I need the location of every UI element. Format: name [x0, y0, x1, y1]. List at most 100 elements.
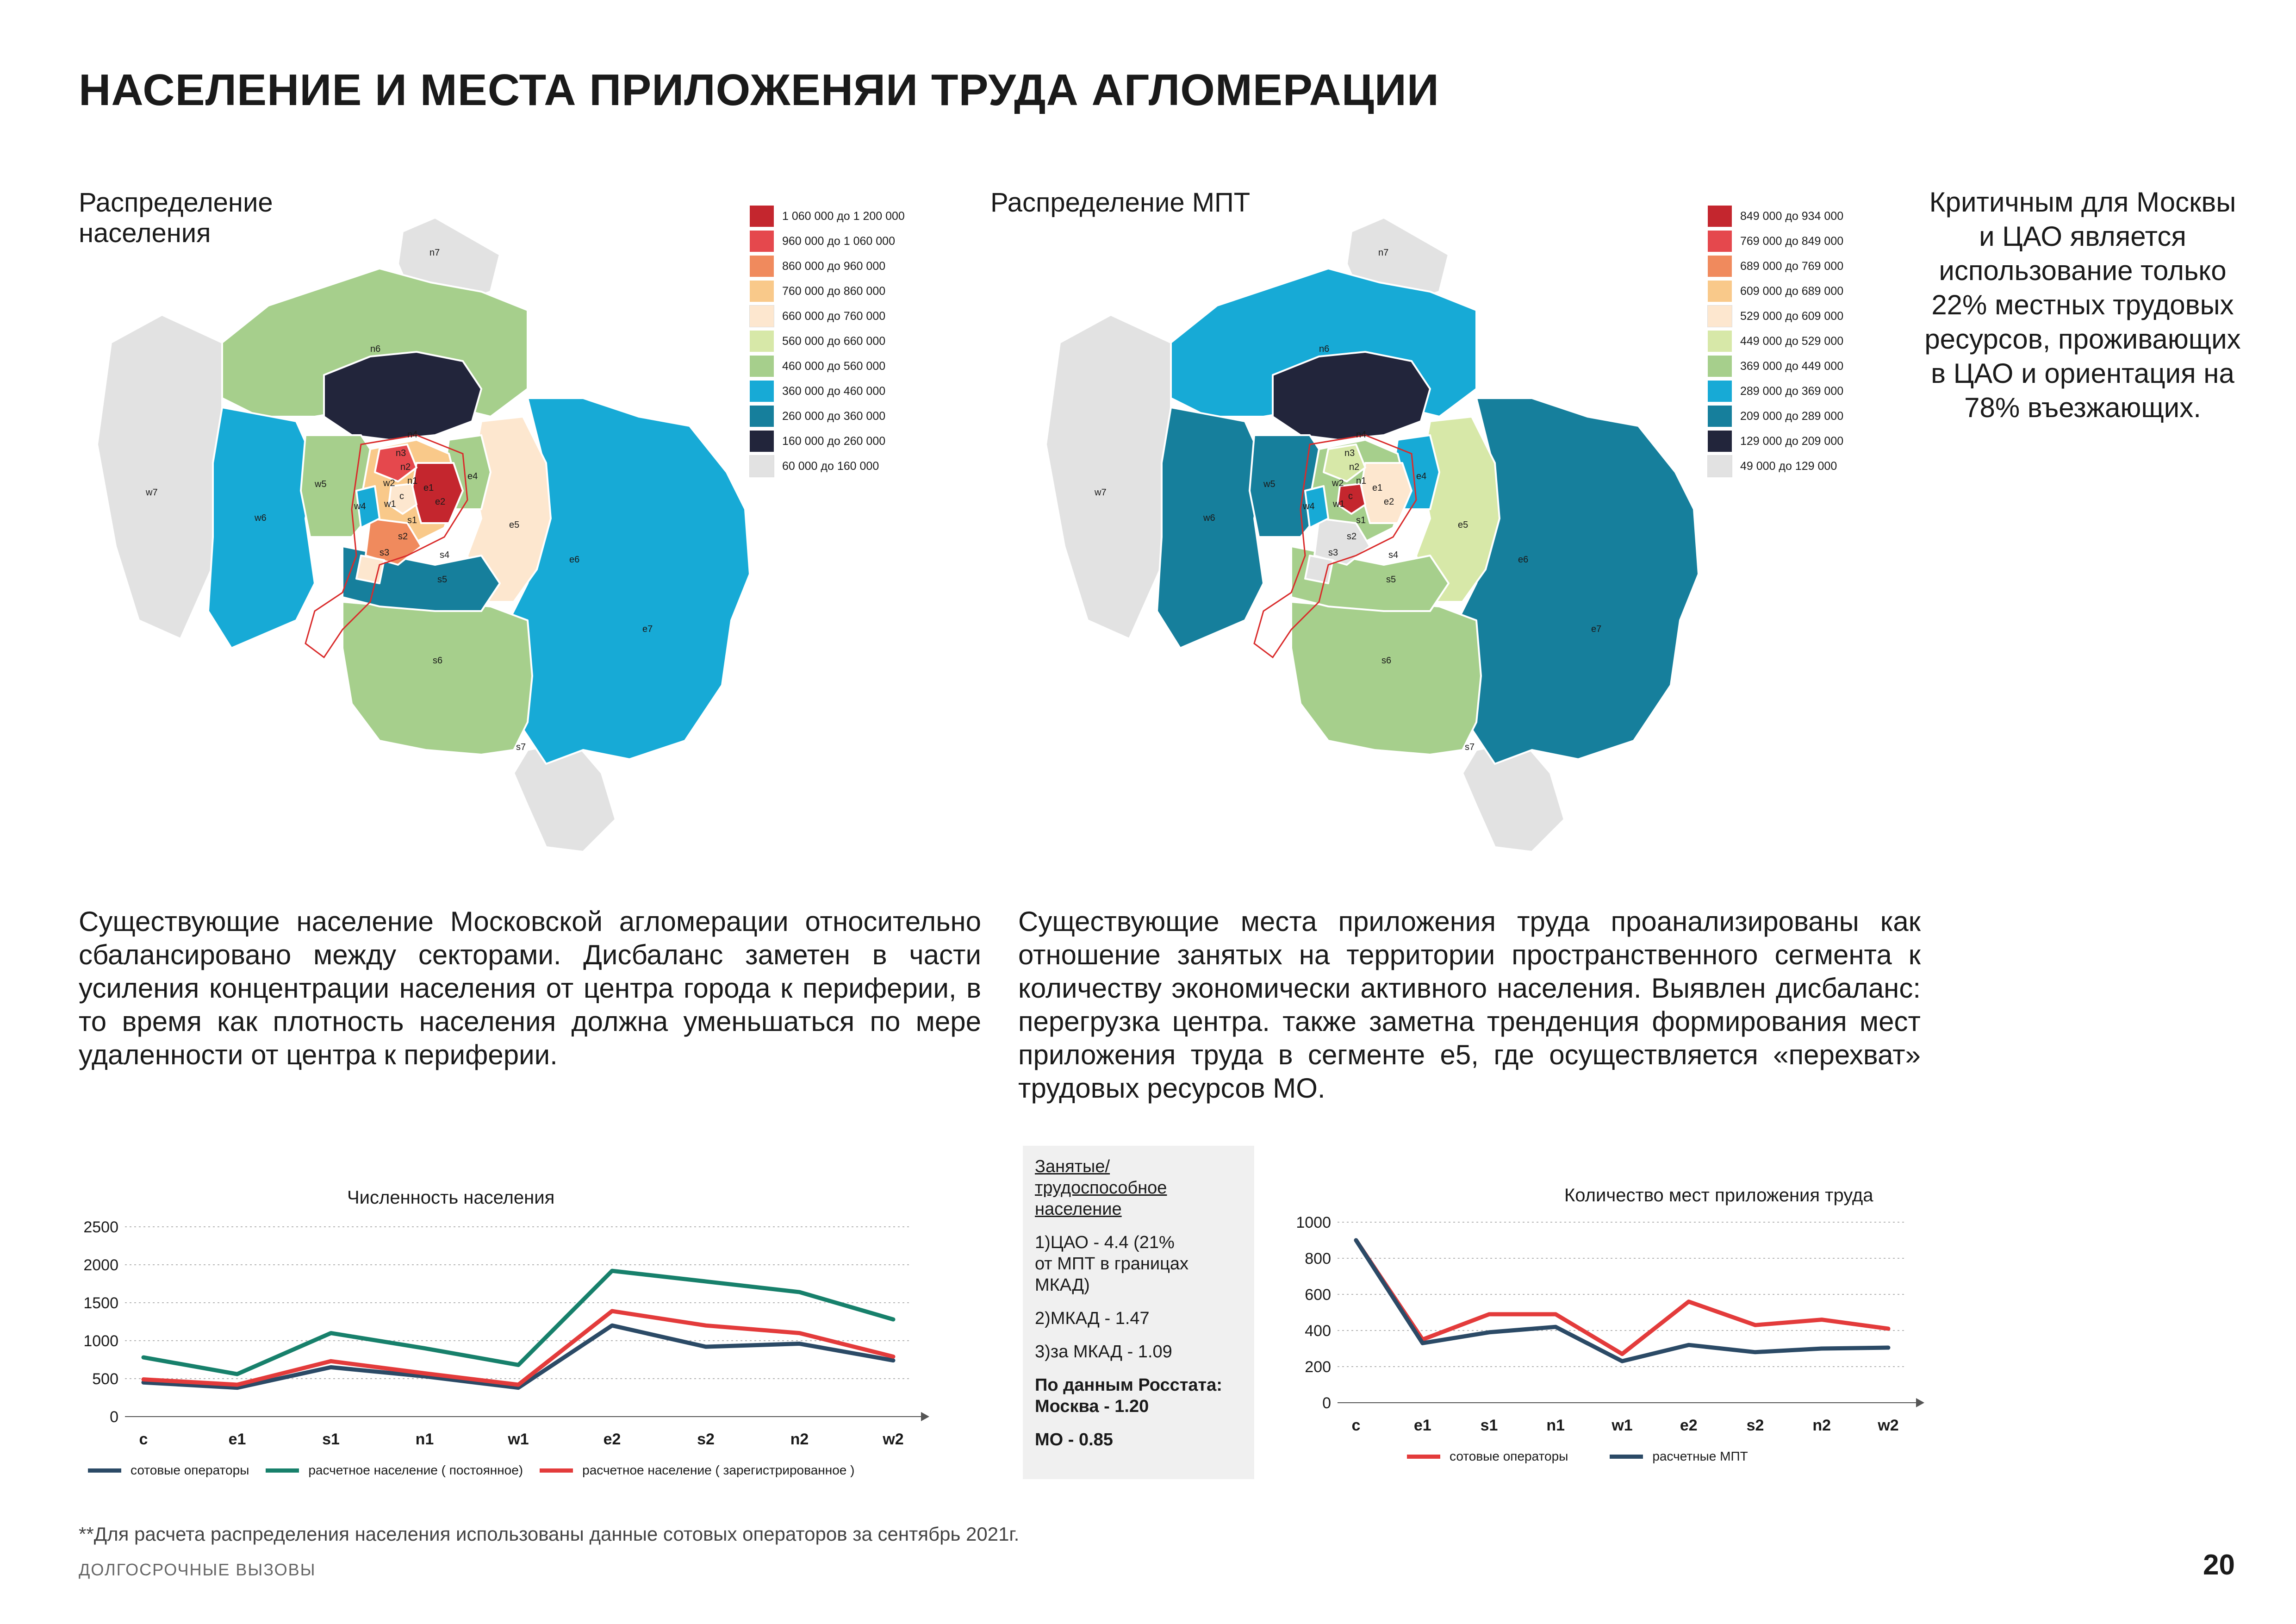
region-s3 [355, 555, 385, 584]
legend-swatch [1708, 231, 1732, 252]
label-e1: e1 [1372, 483, 1382, 493]
legend-range: 49 000 до 129 000 [1740, 459, 1837, 473]
data-point [1687, 1343, 1690, 1347]
legend-label: сотовые операторы [131, 1463, 249, 1477]
legend-label: расчетное население ( постоянное) [308, 1463, 523, 1477]
data-point [330, 1331, 332, 1335]
data-point [517, 1386, 520, 1389]
legend-swatch [1610, 1454, 1643, 1459]
data-point [142, 1356, 145, 1359]
population-chart-legend: сотовые операторы расчетное население ( … [88, 1463, 871, 1478]
y-tick-label: 2500 [83, 1218, 118, 1236]
mpt-legend: 849 000 до 934 000 769 000 до 849 000 689 … [1707, 204, 1902, 479]
ratio-heading-line: трудоспособное [1035, 1178, 1167, 1198]
legend-swatch [1708, 356, 1732, 377]
x-tick-label: e1 [229, 1430, 246, 1448]
y-tick-label: 400 [1305, 1322, 1331, 1340]
label-s6: s6 [433, 656, 442, 666]
legend-row: 760 000 до 860 000 [750, 279, 944, 304]
label-c: c [399, 491, 404, 501]
region-n2 [374, 443, 417, 482]
label-e4: e4 [1416, 471, 1426, 481]
label-n2: n2 [400, 462, 411, 472]
legend-range: 609 000 до 689 000 [1740, 284, 1844, 298]
region-w7 [96, 314, 223, 640]
label-s1: s1 [407, 515, 417, 525]
region-n4 [323, 351, 482, 441]
mpt-paragraph: Существующие места приложения труда проа… [1018, 906, 1921, 1104]
legend-row: 860 000 до 960 000 [750, 254, 944, 279]
ratio-item-3: 3)за МКАД - 1.09 [1035, 1342, 1172, 1362]
callout-line: использование только [1939, 255, 2227, 286]
label-n3: n3 [1344, 448, 1355, 458]
y-tick-label: 1000 [83, 1332, 118, 1350]
legend-swatch [750, 256, 774, 277]
y-tick-label: 0 [1322, 1394, 1331, 1412]
legend-swatch [88, 1468, 121, 1473]
x-axis-arrow [921, 1412, 929, 1421]
region-s6 [342, 601, 533, 756]
label-s1: s1 [1356, 515, 1366, 525]
legend-swatch [749, 305, 774, 327]
legend-item: расчетное население ( постоянное) [266, 1463, 523, 1478]
x-axis-arrow [1916, 1398, 1924, 1407]
label-e1: e1 [423, 483, 434, 493]
region-s2 [1313, 518, 1371, 566]
data-point [892, 1318, 895, 1321]
label-e7: e7 [1591, 624, 1601, 634]
x-tick-label: n1 [416, 1430, 434, 1448]
ratio-item-line: 1)ЦАО - 4.4 (21% [1035, 1233, 1175, 1252]
region-s7 [1462, 740, 1565, 853]
map-mpt-subtitle: Распределение МПТ [990, 187, 1251, 218]
x-tick-label: c [139, 1430, 148, 1448]
label-w2: w2 [383, 478, 395, 488]
footnote: **Для расчета распределения населения ис… [79, 1523, 1020, 1545]
label-w5: w5 [1263, 479, 1276, 489]
y-tick-label: 500 [92, 1370, 118, 1388]
label-n6: n6 [370, 344, 380, 354]
label-n4: n4 [1356, 430, 1366, 440]
y-tick-label: 200 [1305, 1358, 1331, 1376]
label-e5: e5 [1458, 520, 1468, 530]
data-point [798, 1331, 801, 1335]
label-s5: s5 [437, 575, 447, 585]
data-point [1621, 1360, 1624, 1363]
label-e2: e2 [435, 497, 445, 507]
legend-row: 289 000 до 369 000 [1708, 379, 1902, 404]
ratio-item-line: МКАД) [1035, 1275, 1090, 1295]
legend-row: 129 000 до 209 000 [1708, 429, 1902, 454]
ratio-heading-line: Занятые/ [1035, 1157, 1110, 1176]
ratio-box: Занятые/ трудоспособное население 1)ЦАО … [1023, 1146, 1254, 1479]
data-point [892, 1355, 895, 1358]
legend-swatch [750, 381, 774, 402]
label-e7: e7 [642, 624, 653, 634]
population-map: n7 n6 n4 n3 n2 n1 w7 w6 w5 w4 w2 w1 c e1… [96, 217, 751, 853]
legend-swatch [750, 331, 774, 352]
legend-range: 289 000 до 369 000 [1740, 384, 1844, 398]
region-w4 [355, 485, 380, 529]
legend-range: 849 000 до 934 000 [1740, 209, 1844, 223]
label-e2: e2 [1384, 497, 1394, 507]
data-point [142, 1378, 145, 1381]
region-e6 [508, 397, 751, 765]
label-w1: w1 [1332, 499, 1345, 509]
legend-swatch [540, 1468, 573, 1473]
legend-row: 849 000 до 934 000 [1708, 204, 1902, 229]
label-w4: w4 [1302, 501, 1315, 512]
legend-swatch [1407, 1454, 1440, 1459]
data-point [704, 1324, 707, 1327]
legend-row: 60 000 до 160 000 [749, 454, 944, 479]
legend-range: 209 000 до 289 000 [1740, 409, 1844, 423]
chart-mpt-title: Количество мест приложения труда [1564, 1185, 1873, 1206]
legend-row: 209 000 до 289 000 [1708, 404, 1902, 429]
data-point [1421, 1342, 1424, 1345]
label-n3: n3 [396, 448, 406, 458]
data-point [517, 1363, 520, 1367]
series-line [141, 1268, 896, 1376]
label-w6: w6 [254, 513, 267, 523]
data-point [892, 1359, 895, 1362]
y-tick-label: 600 [1305, 1286, 1331, 1304]
label-s4: s4 [440, 550, 449, 560]
legend-range: 760 000 до 860 000 [782, 284, 886, 298]
series-line [141, 1309, 896, 1387]
